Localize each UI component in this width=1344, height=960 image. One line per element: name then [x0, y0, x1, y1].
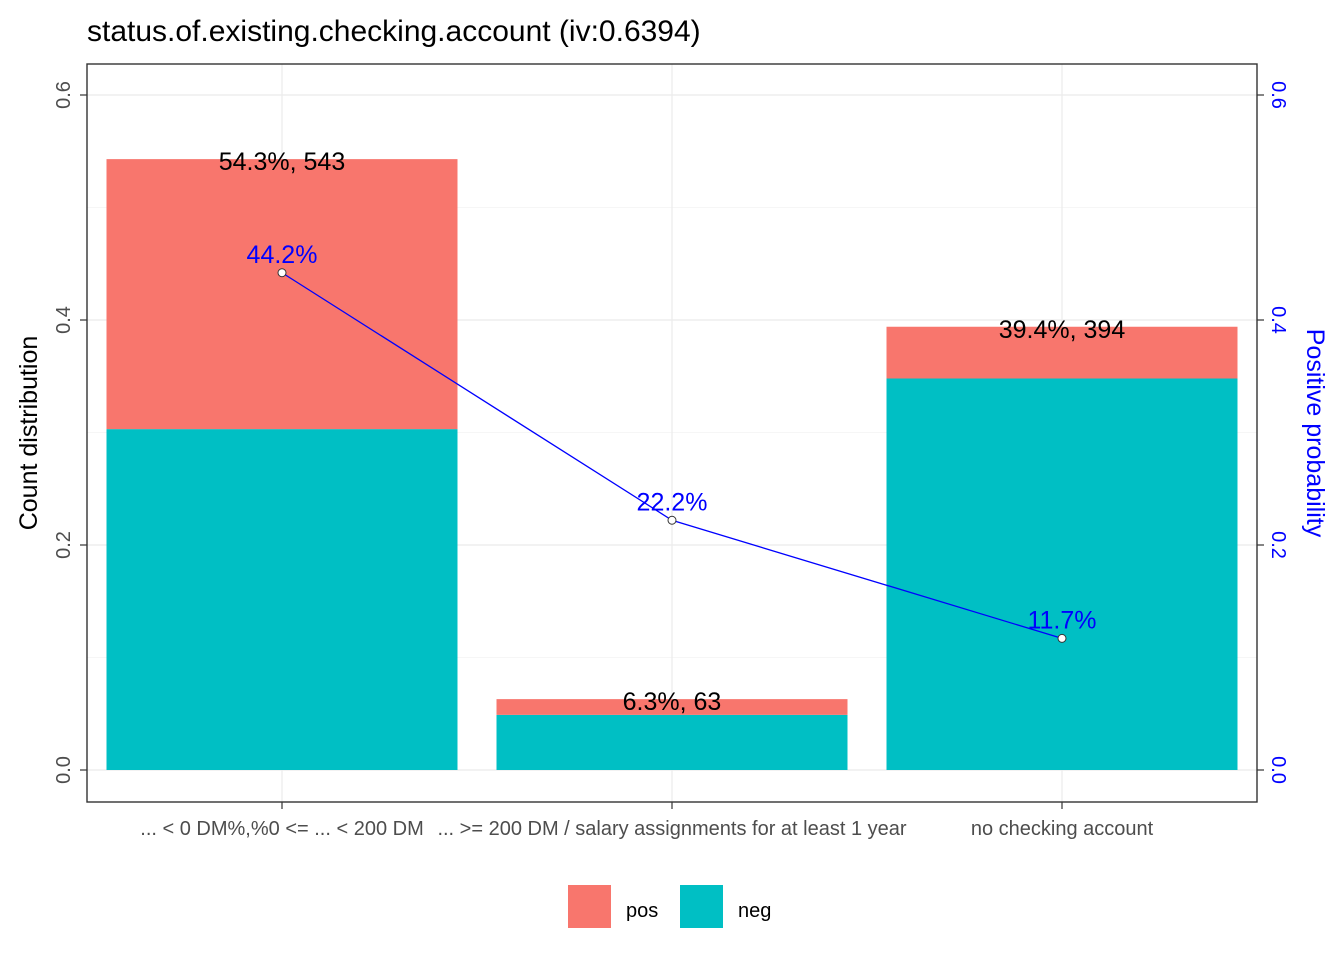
axes: 0.0 0.0 0.2 0.2 0.4 0.4 0.6 0.6 ... < 0 DM%,%0 <…	[53, 81, 1289, 840]
y2-tick-label: 0.6	[1267, 81, 1289, 109]
probability-label: 44.2%	[247, 241, 318, 269]
bar-total-label: 39.4%, 394	[999, 316, 1126, 344]
y-tick-label: 0.2	[53, 531, 75, 559]
legend: pos neg	[568, 885, 771, 928]
positive-probability-line	[277, 268, 1067, 643]
bar-neg	[886, 378, 1238, 770]
data-labels: 54.3%, 543 44.2% 6.3%, 63 22.2% 39.4%, 394 11…	[219, 148, 1126, 716]
probability-label: 11.7%	[1027, 606, 1096, 634]
bar-pos	[886, 326, 1238, 379]
x-tick-label: no checking account	[971, 818, 1154, 840]
legend-swatch-neg	[680, 885, 723, 928]
y2-axis-label: Positive probability	[1301, 329, 1329, 538]
chart-title: status.of.existing.checking.account (iv:…	[87, 15, 701, 48]
bar-neg	[496, 714, 848, 770]
y-tick-label: 0.6	[53, 81, 75, 109]
bar-total-label: 6.3%, 63	[623, 688, 722, 716]
bars	[106, 159, 1238, 770]
bar-pos	[106, 159, 458, 430]
y2-tick-label: 0.4	[1267, 306, 1289, 334]
bar-pos	[496, 699, 848, 715]
legend-swatch-pos	[568, 885, 611, 928]
y-axis-label: Count distribution	[15, 336, 43, 531]
x-tick-label: ... < 0 DM%,%0 <= ... < 200 DM	[140, 818, 423, 840]
line-point	[667, 515, 677, 525]
y2-tick-label: 0.2	[1267, 531, 1289, 559]
bar-neg	[106, 429, 458, 770]
line-point	[277, 268, 287, 278]
y-tick-label: 0.0	[53, 756, 75, 784]
line-point	[1057, 633, 1067, 643]
legend-label-pos: pos	[626, 900, 658, 922]
y2-tick-label: 0.0	[1267, 756, 1289, 784]
x-tick-label: ... >= 200 DM / salary assignments for a…	[437, 818, 906, 840]
legend-label-neg: neg	[738, 900, 771, 922]
probability-label: 22.2%	[637, 488, 708, 516]
y-tick-label: 0.4	[53, 306, 75, 334]
bar-total-label: 54.3%, 543	[219, 148, 346, 176]
